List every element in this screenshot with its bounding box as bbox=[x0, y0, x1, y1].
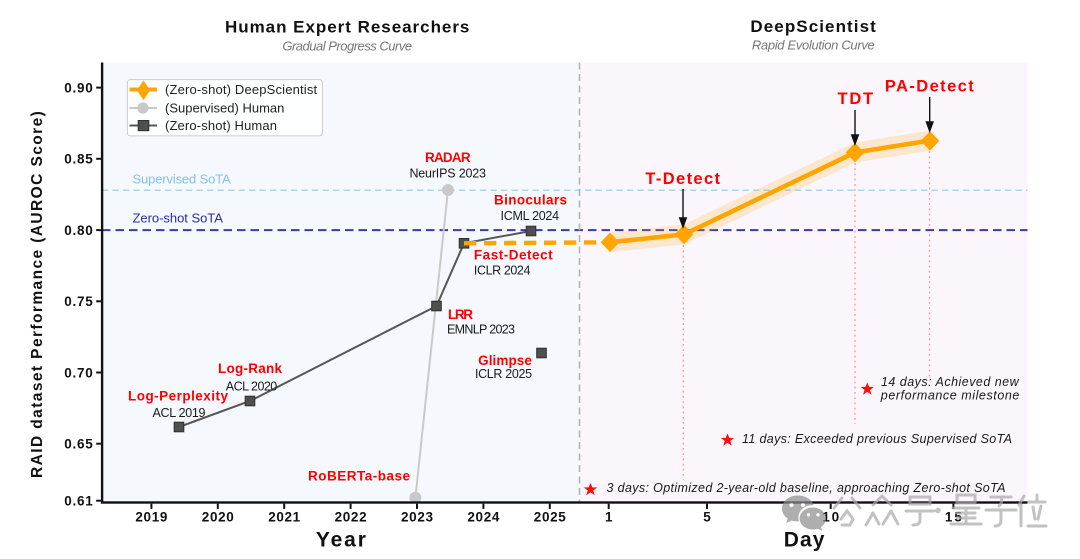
svg-text:TDT: TDT bbox=[838, 90, 874, 108]
svg-text:ACL 2019: ACL 2019 bbox=[153, 406, 206, 420]
svg-text:5: 5 bbox=[703, 509, 711, 524]
svg-text:Log-Rank: Log-Rank bbox=[218, 361, 282, 376]
svg-text:2022: 2022 bbox=[335, 509, 367, 524]
svg-text:Human Expert Researchers: Human Expert Researchers bbox=[225, 18, 469, 37]
svg-text:Day: Day bbox=[784, 528, 825, 551]
svg-text:Glimpse: Glimpse bbox=[478, 353, 532, 368]
svg-text:0.75: 0.75 bbox=[64, 294, 93, 309]
svg-text:Log-Perplexity: Log-Perplexity bbox=[128, 389, 228, 404]
svg-text:2021: 2021 bbox=[268, 509, 300, 524]
svg-text:0.80: 0.80 bbox=[64, 223, 93, 238]
svg-text:RAID dataset Performance (AURO: RAID dataset Performance (AUROC Score) bbox=[29, 111, 46, 478]
svg-text:0.65: 0.65 bbox=[64, 437, 93, 452]
svg-text:LRR: LRR bbox=[448, 307, 473, 322]
svg-text:NeurIPS 2023: NeurIPS 2023 bbox=[409, 167, 486, 181]
svg-text:RADAR: RADAR bbox=[425, 150, 471, 165]
svg-text:RoBERTa-base: RoBERTa-base bbox=[308, 469, 410, 484]
svg-text:Rapid Evolution Curve: Rapid Evolution Curve bbox=[752, 37, 875, 52]
svg-text:(Zero-shot) Human: (Zero-shot) Human bbox=[165, 118, 277, 133]
svg-text:(Supervised) Human: (Supervised) Human bbox=[165, 100, 284, 115]
svg-text:(Zero-shot) DeepScientist: (Zero-shot) DeepScientist bbox=[165, 82, 317, 97]
svg-text:performance milestone: performance milestone bbox=[880, 389, 1020, 403]
svg-text:0.85: 0.85 bbox=[64, 152, 93, 167]
svg-text:0.61: 0.61 bbox=[64, 494, 93, 509]
svg-text:ACL 2020: ACL 2020 bbox=[226, 380, 278, 394]
svg-text:1: 1 bbox=[605, 509, 613, 524]
svg-text:PA-Detect: PA-Detect bbox=[885, 77, 974, 95]
svg-text:T-Detect: T-Detect bbox=[645, 170, 720, 188]
svg-text:ICML 2024: ICML 2024 bbox=[501, 209, 560, 223]
svg-text:Supervised SoTA: Supervised SoTA bbox=[133, 172, 232, 187]
svg-text:11 days: Exceeded previous Sup: 11 days: Exceeded previous Supervised So… bbox=[742, 432, 1012, 446]
svg-text:Gradual Progress Curve: Gradual Progress Curve bbox=[282, 39, 412, 54]
svg-text:10: 10 bbox=[822, 509, 839, 524]
svg-text:2020: 2020 bbox=[202, 509, 234, 524]
svg-text:EMNLP 2023: EMNLP 2023 bbox=[447, 322, 515, 336]
svg-text:2025: 2025 bbox=[534, 509, 566, 524]
svg-text:Zero-shot SoTA: Zero-shot SoTA bbox=[133, 210, 224, 225]
svg-text:DeepScientist: DeepScientist bbox=[750, 17, 876, 36]
svg-text:0.70: 0.70 bbox=[64, 365, 93, 380]
svg-text:0.90: 0.90 bbox=[64, 80, 93, 95]
svg-text:14 days: Achieved new: 14 days: Achieved new bbox=[881, 375, 1020, 389]
svg-text:Fast-Detect: Fast-Detect bbox=[474, 248, 553, 263]
svg-text:Binoculars: Binoculars bbox=[494, 193, 567, 208]
svg-text:Year: Year bbox=[316, 529, 366, 552]
svg-text:ICLR 2025: ICLR 2025 bbox=[475, 367, 532, 381]
svg-text:2024: 2024 bbox=[467, 509, 499, 524]
svg-text:2019: 2019 bbox=[135, 509, 167, 524]
svg-text:2023: 2023 bbox=[401, 509, 433, 524]
svg-text:ICLR 2024: ICLR 2024 bbox=[474, 263, 531, 277]
svg-text:3 days: Optimized 2-year-old b: 3 days: Optimized 2-year-old baseline, a… bbox=[607, 481, 1006, 495]
